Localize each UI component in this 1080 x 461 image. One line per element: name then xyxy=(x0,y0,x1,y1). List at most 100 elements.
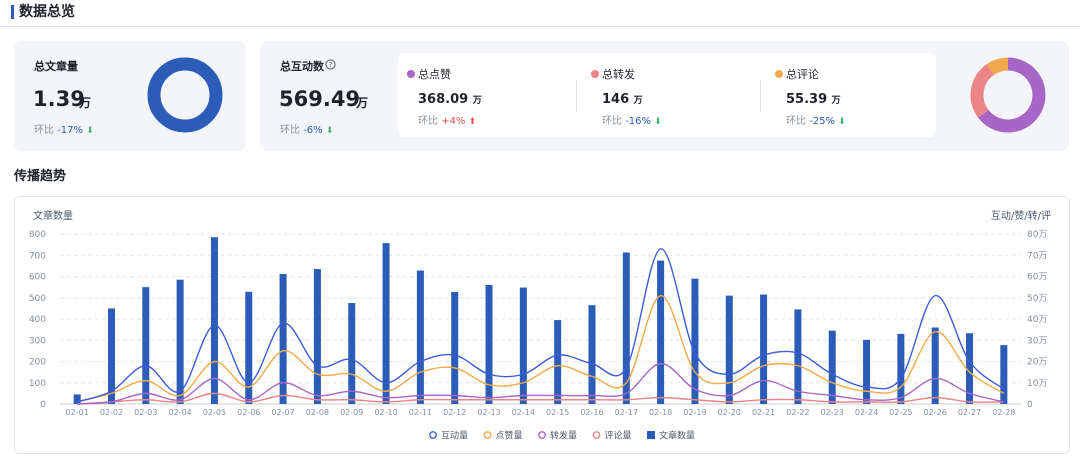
articles-yoy: 环比 -17% ⬇ xyxy=(34,121,94,136)
y-tick-left: 0 xyxy=(40,400,46,410)
legend-label: 互动量 xyxy=(441,431,468,442)
x-tick: 02-21 xyxy=(752,408,775,417)
line-评论量[interactable] xyxy=(77,392,1004,405)
bar-02-15[interactable] xyxy=(554,320,562,404)
likes-yoy: 环比 +4% ⬆ xyxy=(418,116,477,127)
x-tick: 02-01 xyxy=(66,408,89,417)
legend-marker xyxy=(647,431,655,439)
trend-chart: 0 100 200 300 400 500 600 700 800 0 10万 20万 30万 40万 5… xyxy=(29,209,1051,442)
shares-dot xyxy=(591,70,599,78)
x-tick: 02-12 xyxy=(443,408,466,417)
arrow-down-icon: ⬇ xyxy=(325,126,334,136)
bar-02-22[interactable] xyxy=(794,309,802,404)
y-tick-left: 200 xyxy=(29,358,46,368)
legend-marker xyxy=(429,431,437,439)
bar-02-09[interactable] xyxy=(348,303,356,404)
comments-dot xyxy=(775,70,783,78)
question-circle-icon[interactable]: ? xyxy=(325,59,336,70)
donut-slice xyxy=(978,57,1046,133)
bar-02-05[interactable] xyxy=(210,237,218,404)
bar-02-04[interactable] xyxy=(176,279,184,404)
donut-slice xyxy=(986,57,1009,76)
arrow-up-icon: ⬆ xyxy=(468,117,477,127)
legend-label: 点赞量 xyxy=(496,430,523,442)
bar-02-10[interactable] xyxy=(382,243,390,404)
x-tick: 02-10 xyxy=(374,408,397,417)
yoy-value: -17% xyxy=(57,125,84,136)
line-互动量[interactable] xyxy=(76,248,1005,403)
y-axis-label-right: 互动/赞/转/评 xyxy=(991,209,1051,222)
bar-02-25[interactable] xyxy=(897,333,905,404)
legend-item[interactable]: 互动量 xyxy=(429,431,468,442)
x-tick: 02-13 xyxy=(477,408,500,417)
y-tick-right: 20万 xyxy=(1027,358,1047,368)
y-tick-left: 100 xyxy=(29,379,46,389)
interactions-yoy: 环比 -6% ⬇ xyxy=(280,121,333,136)
page-title: 数据总览 xyxy=(19,4,75,20)
x-tick: 02-27 xyxy=(958,408,981,417)
x-tick: 02-08 xyxy=(306,408,329,417)
bar-02-28[interactable] xyxy=(1000,345,1008,404)
arrow-down-icon: ⬇ xyxy=(654,117,662,127)
legend-item[interactable]: 评论量 xyxy=(592,430,632,442)
x-tick: 02-28 xyxy=(992,408,1015,417)
bar-02-14[interactable] xyxy=(519,287,527,404)
shares-value: 146 万 xyxy=(602,92,643,107)
y-tick-left: 800 xyxy=(29,230,46,240)
y-tick-right: 10万 xyxy=(1027,379,1047,389)
bar-02-06[interactable] xyxy=(245,291,253,404)
bar-02-03[interactable] xyxy=(142,287,150,404)
bar-02-26[interactable] xyxy=(931,327,939,405)
legend-marker xyxy=(538,431,546,439)
bar-02-20[interactable] xyxy=(725,295,733,404)
x-tick: 02-05 xyxy=(203,408,226,417)
x-tick: 02-16 xyxy=(580,408,603,417)
bar-02-19[interactable] xyxy=(691,278,699,404)
arrow-down-icon: ⬇ xyxy=(86,126,94,136)
x-tick: 02-19 xyxy=(683,408,706,417)
legend-item[interactable]: 转发量 xyxy=(538,430,577,442)
articles-unit: 万 xyxy=(79,96,92,110)
divider xyxy=(576,80,577,112)
shares-yoy: 环比 -16% ⬇ xyxy=(602,116,662,127)
bar-02-23[interactable] xyxy=(828,330,836,404)
x-tick: 02-25 xyxy=(889,408,912,417)
x-tick: 02-04 xyxy=(169,408,192,417)
y-tick-right: 70万 xyxy=(1027,251,1047,261)
y-tick-right: 30万 xyxy=(1027,336,1047,346)
x-tick: 02-11 xyxy=(409,408,432,417)
shares-label: 总转发 xyxy=(602,68,635,81)
y-tick-right: 0 xyxy=(1027,400,1033,410)
x-tick: 02-06 xyxy=(237,408,260,417)
trend-chart-panel: 0 100 200 300 400 500 600 700 800 0 10万 20万 30万 40万 5… xyxy=(14,196,1070,454)
interactions-value: 569.49 xyxy=(279,87,361,111)
bar-02-16[interactable] xyxy=(588,305,596,404)
legend-marker xyxy=(483,431,492,439)
y-axis-label-left: 文章数量 xyxy=(33,209,73,222)
bar-02-21[interactable] xyxy=(760,294,768,404)
y-tick-right: 80万 xyxy=(1027,230,1047,240)
legend-item[interactable]: 点赞量 xyxy=(483,430,523,442)
likes-label: 总点赞 xyxy=(418,68,451,81)
legend-item[interactable]: 文章数量 xyxy=(647,430,695,442)
y-tick-left: 400 xyxy=(29,315,46,325)
arrow-down-icon: ⬇ xyxy=(838,117,846,127)
y-tick-left: 500 xyxy=(29,294,46,304)
bar-02-08[interactable] xyxy=(313,269,321,404)
bar-02-02[interactable] xyxy=(107,308,115,404)
bar-02-13[interactable] xyxy=(485,285,493,404)
page-header: 数据总览 xyxy=(0,0,1080,27)
bar-02-07[interactable] xyxy=(279,273,287,404)
bar-02-12[interactable] xyxy=(451,292,459,404)
bar-02-01[interactable] xyxy=(73,394,81,404)
line-点赞量[interactable] xyxy=(76,294,1005,403)
x-tick: 02-20 xyxy=(718,408,741,417)
bar-02-24[interactable] xyxy=(863,339,871,404)
bar-02-18[interactable] xyxy=(657,260,665,404)
x-tick: 02-17 xyxy=(615,408,638,417)
line-转发量[interactable] xyxy=(77,362,1005,405)
legend-label: 评论量 xyxy=(605,430,632,442)
bar-02-27[interactable] xyxy=(966,333,974,404)
bar-02-11[interactable] xyxy=(416,270,424,404)
bar-02-17[interactable] xyxy=(622,252,630,404)
